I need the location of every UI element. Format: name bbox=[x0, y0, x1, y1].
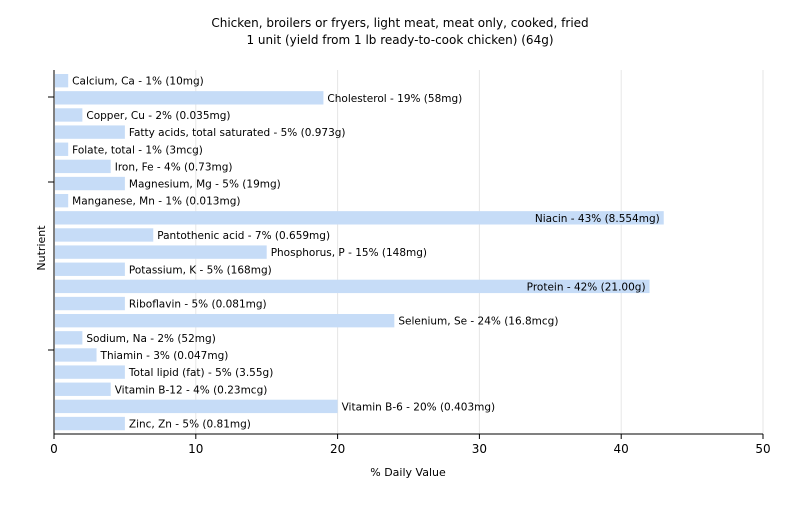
bar-13 bbox=[55, 296, 125, 311]
bar-18 bbox=[55, 382, 111, 396]
bar-label-7: Manganese, Mn - 1% (0.013mg) bbox=[72, 196, 240, 208]
x-tick-label-50: 50 bbox=[755, 442, 770, 456]
bar-label-0: Calcium, Ca - 1% (10mg) bbox=[72, 76, 204, 88]
bar-label-14: Selenium, Se - 24% (16.8mcg) bbox=[398, 316, 558, 328]
bar-label-16: Thiamin - 3% (0.047mg) bbox=[100, 350, 229, 362]
chart-title: Chicken, broilers or fryers, light meat,… bbox=[211, 16, 588, 30]
bar-1 bbox=[55, 91, 324, 105]
bar-17 bbox=[55, 365, 125, 379]
bar-14 bbox=[55, 314, 395, 328]
bar-4 bbox=[55, 142, 69, 156]
bar-label-18: Vitamin B-12 - 4% (0.23mcg) bbox=[115, 384, 268, 396]
y-axis-label: Nutrient bbox=[35, 225, 48, 271]
bar-label-8: Niacin - 43% (8.554mg) bbox=[535, 213, 660, 225]
bar-label-1: Cholesterol - 19% (58mg) bbox=[327, 93, 462, 105]
bar-label-17: Total lipid (fat) - 5% (3.55g) bbox=[128, 367, 273, 379]
bar-label-13: Riboflavin - 5% (0.081mg) bbox=[129, 299, 267, 311]
bar-label-15: Sodium, Na - 2% (52mg) bbox=[86, 333, 215, 345]
bar-11 bbox=[55, 262, 125, 276]
bar-label-2: Copper, Cu - 2% (0.035mg) bbox=[86, 110, 230, 122]
bar-20 bbox=[55, 416, 125, 431]
bar-label-9: Pantothenic acid - 7% (0.659mg) bbox=[157, 230, 330, 242]
bar-9 bbox=[55, 228, 154, 242]
bar-label-20: Zinc, Zn - 5% (0.81mg) bbox=[129, 419, 251, 431]
bar-label-11: Potassium, K - 5% (168mg) bbox=[129, 264, 272, 276]
x-tick-label-10: 10 bbox=[188, 442, 203, 456]
x-tick-label-0: 0 bbox=[50, 442, 58, 456]
bar-2 bbox=[55, 108, 83, 122]
bar-5 bbox=[55, 159, 111, 174]
bar-12 bbox=[55, 279, 650, 294]
x-tick-label-30: 30 bbox=[472, 442, 487, 456]
bar-label-3: Fatty acids, total saturated - 5% (0.973… bbox=[129, 127, 346, 139]
x-tick-label-20: 20 bbox=[330, 442, 345, 456]
bar-15 bbox=[55, 331, 83, 345]
bars: Calcium, Ca - 1% (10mg) Cholesterol - 19%… bbox=[55, 74, 664, 431]
axes: 0 10 20 30 40 50 bbox=[48, 70, 771, 456]
bar-0 bbox=[55, 74, 69, 88]
bar-label-12: Protein - 42% (21.00g) bbox=[527, 281, 646, 293]
x-tick-label-40: 40 bbox=[614, 442, 629, 456]
bar-3 bbox=[55, 125, 125, 139]
bar-6 bbox=[55, 176, 125, 191]
bar-7 bbox=[55, 194, 69, 208]
x-axis-label: % Daily Value bbox=[370, 466, 446, 479]
bar-16 bbox=[55, 348, 97, 362]
gridlines bbox=[195, 70, 764, 434]
bar-label-5: Iron, Fe - 4% (0.73mg) bbox=[115, 161, 233, 173]
bar-19 bbox=[55, 399, 338, 414]
bar-8 bbox=[55, 211, 664, 225]
bar-label-10: Phosphorus, P - 15% (148mg) bbox=[271, 247, 427, 259]
bar-label-19: Vitamin B-6 - 20% (0.403mg) bbox=[342, 401, 496, 413]
bar-10 bbox=[55, 245, 267, 259]
bar-label-6: Magnesium, Mg - 5% (19mg) bbox=[129, 179, 281, 191]
bar-label-4: Folate, total - 1% (3mcg) bbox=[72, 144, 203, 156]
chart-subtitle: 1 unit (yield from 1 lb ready-to-cook ch… bbox=[246, 33, 553, 47]
